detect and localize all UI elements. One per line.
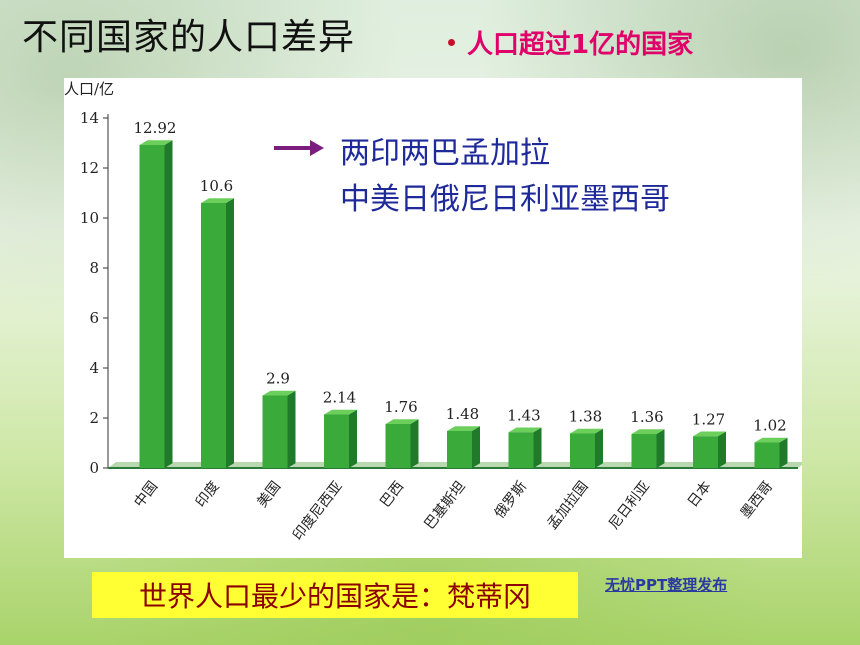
data-label: 2.9 — [266, 370, 290, 388]
bar-side — [226, 198, 234, 468]
bar — [570, 433, 595, 468]
x-tick-label: 孟加拉国 — [545, 479, 592, 533]
bar-side — [718, 431, 726, 468]
bar — [385, 424, 411, 468]
bar-top — [262, 390, 296, 396]
bar-top — [508, 427, 542, 433]
y-tick-label: 0 — [89, 459, 99, 477]
subtitle-group: 人口超过1亿的国家 — [448, 24, 693, 61]
x-tick-label: 尼日利亚 — [606, 479, 653, 533]
bar-side — [779, 437, 788, 468]
bar — [139, 145, 165, 468]
data-label: 1.38 — [569, 408, 602, 426]
bar-side — [410, 419, 419, 468]
y-tick-label: 12 — [80, 159, 99, 177]
y-axis-label: 人口/亿 — [64, 80, 114, 98]
bar-top — [385, 419, 419, 424]
annotation-line-2: 中美日俄尼日利亚墨西哥 — [340, 182, 670, 217]
fact-box: 世界人口最少的国家是：梵蒂冈 — [92, 572, 578, 618]
bar-side — [287, 390, 296, 468]
fact-text: 世界人口最少的国家是：梵蒂冈 — [138, 580, 531, 613]
data-label: 1.48 — [446, 405, 479, 423]
bar-side — [164, 140, 173, 468]
y-tick-label: 2 — [89, 409, 99, 427]
bar — [262, 395, 288, 468]
data-label: 10.6 — [200, 177, 233, 195]
bar-top — [570, 428, 603, 434]
bar — [693, 436, 718, 468]
bar-top — [631, 429, 665, 434]
credit-link[interactable]: 无忧PPT整理发布 — [605, 576, 728, 594]
bar-side — [349, 409, 357, 468]
arrow-head-icon — [310, 140, 324, 156]
bar-chart: 人口/亿 0 2 4 6 8 10 12 14 12.92 中国 10.6 印度 2.9 美国 2.14 印度尼… — [64, 80, 802, 544]
bar — [447, 431, 472, 468]
data-label: 1.02 — [753, 417, 786, 435]
chart-panel: 人口/亿 0 2 4 6 8 10 12 14 12.92 中国 10.6 印度 2.9 美国 2.14 印度尼… — [64, 78, 802, 558]
annotation-line-1: 两印两巴孟加拉 — [340, 136, 550, 171]
x-tick-label: 巴西 — [377, 479, 407, 511]
bar-side — [656, 429, 665, 468]
x-tick-label: 墨西哥 — [738, 479, 776, 522]
y-tick-label: 6 — [89, 309, 99, 327]
bar-side — [533, 427, 542, 468]
x-tick-label: 印度 — [193, 479, 223, 511]
y-tick-label: 10 — [80, 209, 99, 227]
bar — [754, 442, 780, 468]
y-tick-label: 8 — [89, 259, 99, 277]
bar-side — [595, 428, 603, 468]
bar-top — [139, 140, 173, 145]
data-label: 1.27 — [692, 410, 725, 428]
y-tick-label: 4 — [89, 359, 99, 377]
bar-top — [201, 198, 234, 203]
bar — [201, 203, 226, 468]
slide-title: 不同国家的人口差异 — [22, 17, 356, 58]
bar-top — [447, 426, 480, 431]
bar-top — [754, 437, 788, 443]
bar-side — [472, 426, 480, 468]
bullet-dot-icon — [448, 39, 455, 46]
data-label: 12.92 — [134, 119, 177, 137]
data-label: 1.76 — [384, 398, 417, 416]
y-tick-label: 14 — [80, 109, 99, 127]
x-tick-label: 印度尼西亚 — [290, 479, 346, 544]
data-label: 2.14 — [323, 389, 356, 407]
x-tick-label: 美国 — [254, 479, 284, 511]
x-tick-label: 巴基斯坦 — [421, 478, 469, 533]
data-label: 1.43 — [507, 406, 540, 424]
x-tick-label: 日本 — [685, 479, 715, 511]
bar-top — [693, 431, 726, 437]
subtitle: 人口超过1亿的国家 — [467, 30, 694, 60]
x-tick-label: 中国 — [131, 479, 161, 511]
bar — [508, 432, 534, 468]
bar — [324, 414, 349, 468]
x-tick-label: 俄罗斯 — [492, 479, 530, 522]
bar — [631, 434, 657, 468]
data-label: 1.36 — [630, 408, 663, 426]
bar-top — [324, 409, 357, 415]
arrow-icon — [274, 146, 312, 150]
